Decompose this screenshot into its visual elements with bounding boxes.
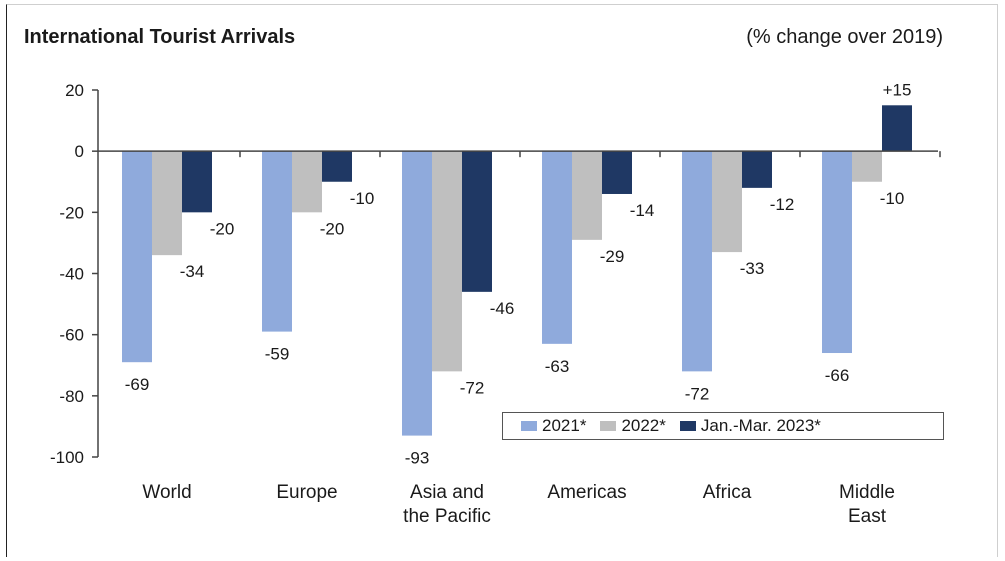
chart-title: International Tourist Arrivals xyxy=(24,26,296,48)
y-tick-label: -100 xyxy=(50,448,84,467)
legend-item-2022: 2022* xyxy=(600,416,666,436)
bar xyxy=(882,105,912,152)
bar xyxy=(602,151,632,194)
bar xyxy=(152,151,182,256)
x-category-label: Europe xyxy=(276,482,337,503)
legend-swatch-2023 xyxy=(679,421,696,431)
x-category-label: Asia and xyxy=(410,482,484,503)
legend-item-2021: 2021* xyxy=(521,416,586,436)
bar xyxy=(292,151,322,213)
bar xyxy=(742,151,772,188)
data-label: -59 xyxy=(265,345,290,364)
x-category-label: Africa xyxy=(703,482,752,503)
data-label: -93 xyxy=(405,449,430,468)
data-label: +15 xyxy=(883,80,912,99)
bar xyxy=(712,151,742,253)
data-label: -72 xyxy=(460,378,485,397)
x-category-label: the Pacific xyxy=(403,506,491,527)
data-label: -66 xyxy=(825,366,850,385)
chart-subtitle: (% change over 2019) xyxy=(746,26,943,48)
y-tick-label: -40 xyxy=(59,265,84,284)
data-label: -29 xyxy=(600,247,625,266)
chart-legend: 2021* 2022* Jan.-Mar. 2023* xyxy=(502,412,944,440)
bar xyxy=(432,151,462,372)
bar xyxy=(572,151,602,240)
legend-swatch-2022 xyxy=(600,421,617,431)
bar xyxy=(182,151,212,213)
y-tick-label: -60 xyxy=(59,326,84,345)
x-category-label: Middle xyxy=(839,482,895,503)
bar xyxy=(402,151,432,436)
legend-item-2023: Jan.-Mar. 2023* xyxy=(679,416,821,436)
data-label: -20 xyxy=(210,219,235,238)
x-category-label: East xyxy=(848,506,887,527)
bar xyxy=(822,151,852,354)
x-category-label: World xyxy=(142,482,191,503)
bar xyxy=(852,151,882,182)
bar xyxy=(682,151,712,372)
y-tick-label: -80 xyxy=(59,387,84,406)
bar xyxy=(122,151,152,363)
data-label: -10 xyxy=(350,189,375,208)
bar xyxy=(322,151,352,182)
data-label: -10 xyxy=(880,189,905,208)
bar xyxy=(462,151,492,292)
data-label: -33 xyxy=(740,259,765,278)
bar xyxy=(542,151,572,344)
data-label: -72 xyxy=(685,384,710,403)
data-label: -63 xyxy=(545,357,570,376)
data-label: -69 xyxy=(125,375,150,394)
data-label: -34 xyxy=(180,262,205,281)
data-label: -20 xyxy=(320,219,345,238)
legend-label-2023: Jan.-Mar. 2023* xyxy=(700,416,821,435)
y-tick-label: 0 xyxy=(75,142,84,161)
y-tick-label: -20 xyxy=(59,203,84,222)
data-label: -46 xyxy=(490,299,515,318)
legend-label-2022: 2022* xyxy=(621,416,666,435)
data-label: -14 xyxy=(630,201,655,220)
legend-swatch-2021 xyxy=(521,421,537,431)
bar xyxy=(262,151,292,332)
data-label: -12 xyxy=(770,195,795,214)
x-category-label: Americas xyxy=(547,482,626,503)
legend-label-2021: 2021* xyxy=(542,416,587,435)
y-tick-label: 20 xyxy=(65,81,84,100)
